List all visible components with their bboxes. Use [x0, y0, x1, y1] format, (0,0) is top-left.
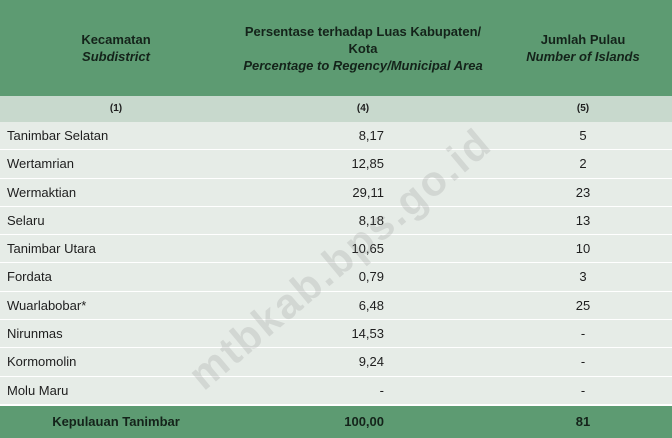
header-islands: Jumlah Pulau Number of Islands — [494, 0, 672, 96]
table-row: Wuarlabobar* 6,48 25 — [0, 291, 672, 321]
table-row: Tanimbar Utara 10,65 10 — [0, 235, 672, 264]
row-islands: 5 — [579, 128, 587, 143]
row-islands: 10 — [575, 241, 591, 257]
column-number-5: (5) — [576, 103, 590, 114]
row-islands: - — [580, 354, 586, 370]
header-percentage-id-2: Kota — [348, 40, 378, 56]
row-percentage: 6,48 — [358, 297, 384, 313]
row-islands: 25 — [575, 297, 591, 313]
total-row: Kepulauan Tanimbar 100,00 81 — [0, 406, 672, 438]
row-islands: 23 — [575, 184, 591, 200]
header-islands-id: Jumlah Pulau — [540, 32, 626, 47]
row-islands: - — [580, 382, 586, 398]
row-islands: 2 — [579, 156, 587, 172]
table-row: Kormomolin 9,24 - — [0, 348, 672, 377]
header-percentage: Persentase terhadap Luas Kabupaten/ Kota… — [232, 0, 494, 96]
table-row: Wermaktian 29,11 23 — [0, 178, 672, 207]
row-subdistrict: Kormomolin — [7, 354, 77, 370]
row-percentage: 12,85 — [351, 156, 384, 172]
row-subdistrict: Wuarlabobar* — [7, 297, 87, 313]
header-subdistrict: Kecamatan Subdistrict — [0, 0, 232, 96]
header-percentage-id-1: Persentase terhadap Luas Kabupaten/ — [244, 23, 482, 39]
row-percentage: 8,18 — [358, 212, 384, 228]
row-subdistrict: Wermaktian — [7, 184, 77, 200]
table-row: Molu Maru - - — [0, 376, 672, 405]
row-islands: 3 — [579, 269, 587, 285]
row-subdistrict: Molu Maru — [7, 382, 69, 398]
row-subdistrict: Tanimbar Selatan — [7, 128, 109, 143]
column-number-row: (1) (4) (5) — [0, 96, 672, 122]
row-percentage: 9,24 — [358, 354, 384, 370]
header-subdistrict-en: Subdistrict — [82, 49, 150, 64]
total-label: Kepulauan Tanimbar — [52, 414, 180, 429]
table-header: Kecamatan Subdistrict Persentase terhada… — [0, 0, 672, 96]
row-percentage: 29,11 — [352, 184, 384, 200]
table-row: Wertamrian 12,85 2 — [0, 150, 672, 179]
row-subdistrict: Selaru — [7, 212, 45, 228]
row-percentage: 10,65 — [351, 241, 384, 257]
row-percentage: 8,17 — [358, 128, 384, 143]
header-percentage-en: Percentage to Regency/Municipal Area — [243, 57, 483, 73]
table-body: Tanimbar Selatan 8,17 5 Wertamrian 12,85… — [0, 122, 672, 405]
row-percentage: 0,79 — [358, 269, 384, 285]
total-percentage: 100,00 — [344, 414, 384, 429]
row-percentage: - — [379, 382, 384, 398]
table-row: Tanimbar Selatan 8,17 5 — [0, 122, 672, 151]
table-row: Selaru 8,18 13 — [0, 206, 672, 236]
column-number-4: (4) — [356, 103, 370, 114]
header-subdistrict-id: Kecamatan — [81, 32, 151, 47]
row-percentage: 14,53 — [351, 326, 384, 342]
row-subdistrict: Nirunmas — [7, 326, 63, 342]
header-islands-en: Number of Islands — [526, 49, 640, 64]
row-subdistrict: Fordata — [7, 269, 52, 285]
row-subdistrict: Wertamrian — [7, 156, 74, 172]
table-row: Nirunmas 14,53 - — [0, 320, 672, 349]
row-subdistrict: Tanimbar Utara — [7, 241, 96, 257]
total-islands: 81 — [575, 414, 591, 429]
column-number-1: (1) — [109, 103, 123, 114]
table-row: Fordata 0,79 3 — [0, 263, 672, 292]
row-islands: 13 — [575, 212, 591, 228]
row-islands: - — [580, 326, 586, 342]
